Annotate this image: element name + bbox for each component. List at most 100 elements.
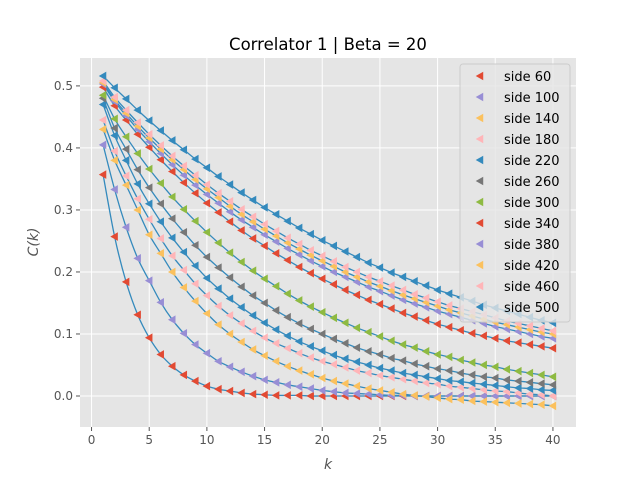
data-point [167,167,176,176]
data-point [237,188,245,197]
data-point [410,359,418,369]
data-point [490,397,499,407]
data-point [237,282,245,292]
data-point [179,170,188,180]
data-point [525,368,534,378]
data-point [260,390,268,400]
data-point [294,348,303,358]
data-point [525,378,534,387]
data-point [191,279,199,289]
data-point [329,334,337,344]
data-point [214,198,222,208]
data-point [179,247,188,257]
data-point [467,329,476,338]
data-point [502,336,511,346]
data-point [121,132,130,142]
data-point [179,205,188,214]
data-point [156,234,164,243]
series-points [98,94,557,390]
chart-title: Correlator 1 | Beta = 20 [229,35,427,54]
data-point [167,214,176,223]
data-point [260,241,268,251]
x-tick-label: 0 [88,433,96,447]
data-point [306,353,314,362]
data-point [156,298,164,307]
data-point [133,105,141,115]
data-point [514,338,522,347]
data-point [514,383,522,393]
data-point [317,251,326,261]
x-axis: 0 5 10 15 20 25 30 35 40 [88,427,561,447]
data-point [225,207,234,217]
data-point [110,123,118,133]
data-point [167,151,176,161]
data-point [456,368,464,378]
legend-marker [475,281,484,291]
data-point [398,285,407,295]
data-point [214,384,222,394]
data-point [387,304,395,313]
data-point [444,394,453,404]
data-point [260,318,268,328]
data-point [248,266,257,276]
data-point [214,284,222,294]
data-point [225,294,234,303]
data-point [387,353,395,363]
series-points [98,76,557,336]
data-point [260,230,268,240]
data-point [167,361,176,371]
data-point [387,336,395,346]
data-point [202,180,211,189]
data-point [121,223,130,232]
series-points [98,90,557,382]
data-point [398,374,407,384]
data-point [271,338,280,348]
data-point [364,272,372,282]
data-point [341,247,349,256]
data-point [202,381,211,391]
data-point [317,236,326,245]
data-point [271,249,280,258]
y-tick-label: 0.1 [54,327,73,341]
data-point [341,338,349,348]
data-point [110,156,118,165]
data-point [387,281,395,290]
data-point [525,384,534,393]
data-point [191,154,199,164]
legend-label: side 460 [504,280,560,295]
data-point [398,272,407,282]
data-point [352,323,361,333]
data-point [329,280,337,289]
data-point [537,342,545,351]
data-point [179,265,188,275]
data-point [202,198,211,208]
data-point [490,362,499,372]
data-point [433,297,441,307]
data-point [283,331,291,341]
data-point [133,179,141,189]
data-point [387,366,395,375]
data-point [156,155,164,165]
data-point [421,392,430,401]
data-point [294,337,303,346]
data-point [479,391,487,401]
data-point [191,296,199,306]
x-tick-label: 30 [430,433,445,447]
legend: side 60 side 100 side 140 side 180 side 220 s… [459,63,571,323]
data-point [248,311,257,320]
data-point [283,244,291,253]
legend-marker [475,197,484,207]
data-point [202,309,211,318]
legend-marker [475,302,484,312]
data-point [271,325,280,334]
data-point [317,356,326,366]
data-point [479,379,487,389]
data-point [329,360,337,369]
data-point [248,223,257,232]
fit-lines [102,75,554,407]
legend-label: side 220 [504,154,560,169]
data-point [283,233,291,243]
data-point [375,263,384,272]
data-point [410,276,418,286]
data-point [248,195,257,205]
